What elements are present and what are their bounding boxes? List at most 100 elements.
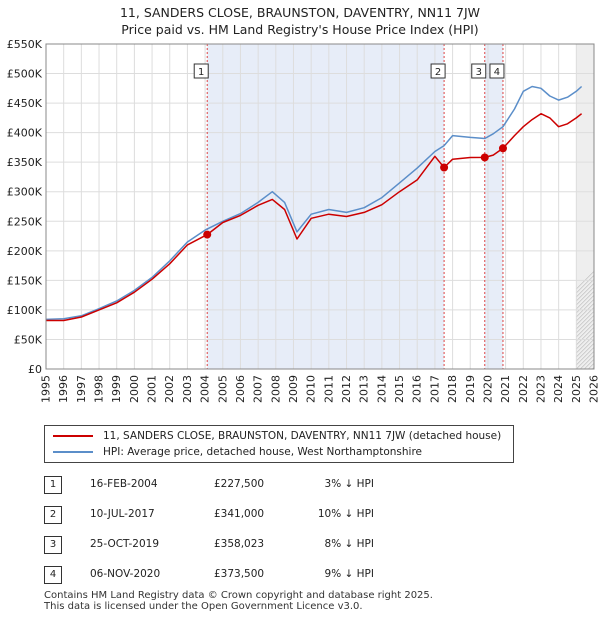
x-tick-label: 1998 <box>93 375 106 403</box>
x-tick-label: 2001 <box>146 375 159 403</box>
legend-swatch-property <box>53 435 93 437</box>
x-tick-label: 2010 <box>305 375 318 403</box>
y-tick-label: £50K <box>14 333 43 346</box>
sale-marker-label: 1 <box>198 67 204 78</box>
chart-title-block: 11, SANDERS CLOSE, BRAUNSTON, DAVENTRY, … <box>0 4 600 38</box>
y-tick-label: £450K <box>7 97 43 110</box>
sale-marker-badge <box>471 63 487 79</box>
sale-number-badge: 4 <box>44 566 62 584</box>
sale-price: £358,023 <box>214 538 265 550</box>
sale-price: £341,000 <box>214 508 265 520</box>
sale-date: 16-FEB-2004 <box>90 478 158 490</box>
x-tick-label: 2020 <box>481 375 494 403</box>
y-tick-label: £100K <box>7 304 43 317</box>
forecast-hatch <box>576 302 594 322</box>
chart-title: 11, SANDERS CLOSE, BRAUNSTON, DAVENTRY, … <box>119 5 481 20</box>
sale-point <box>440 163 449 172</box>
x-tick-label: 2014 <box>375 375 388 403</box>
forecast-hatch <box>596 44 600 369</box>
footer-license: This data is licensed under the Open Gov… <box>44 601 363 612</box>
legend-label-hpi: HPI: Average price, detached house, West… <box>103 446 422 458</box>
legend-item-property: 11, SANDERS CLOSE, BRAUNSTON, DAVENTRY, … <box>53 428 501 444</box>
chart-legend: 11, SANDERS CLOSE, BRAUNSTON, DAVENTRY, … <box>44 425 514 463</box>
sale-price: £227,500 <box>214 478 265 490</box>
sale-hpi-diff: 8% ↓ HPI <box>324 538 374 550</box>
sale-marker-badge <box>489 63 505 79</box>
x-tick-label: 1995 <box>40 375 53 403</box>
x-tick-label: 2015 <box>393 375 406 403</box>
sale-row: 4 06-NOV-2020 £373,500 9% ↓ HPI <box>44 566 564 586</box>
x-tick-label: 1997 <box>75 375 88 403</box>
x-tick-label: 2017 <box>428 375 441 403</box>
legend-label-property: 11, SANDERS CLOSE, BRAUNSTON, DAVENTRY, … <box>103 430 502 442</box>
price-chart: £0 £50K £100K £150K £200K £250K £300K £350K £400… <box>7 38 600 403</box>
y-tick-label: £300K <box>7 186 43 199</box>
y-tick-label: £550K <box>7 38 43 51</box>
sale-hpi-diff: 10% ↓ HPI <box>317 508 374 520</box>
sale-point <box>498 144 507 153</box>
forecast-hatch <box>576 306 594 326</box>
x-tick-label: 2021 <box>499 375 512 403</box>
x-tick-label: 2000 <box>128 375 141 403</box>
sale-marker-label: 2 <box>435 67 441 78</box>
x-tick-label: 2009 <box>287 375 300 403</box>
x-tick-label: 2008 <box>269 375 282 403</box>
x-tick-label: 2019 <box>464 375 477 403</box>
x-tick-label: 2003 <box>181 375 194 403</box>
y-tick-label: £350K <box>7 156 43 169</box>
sale-period-shading <box>484 44 503 369</box>
x-tick-label: 2007 <box>252 375 265 403</box>
y-tick-label: £150K <box>7 274 43 287</box>
sale-number-badge: 1 <box>44 476 62 494</box>
x-tick-label: 2011 <box>322 375 335 403</box>
sale-marker-label: 3 <box>476 67 482 78</box>
sale-hpi-diff: 9% ↓ HPI <box>324 568 374 580</box>
footer-copyright: Contains HM Land Registry data © Crown c… <box>44 590 433 601</box>
sale-point <box>203 230 212 239</box>
forecast-hatch <box>576 298 594 318</box>
sale-row: 1 16-FEB-2004 £227,500 3% ↓ HPI <box>44 476 564 496</box>
sale-date: 06-NOV-2020 <box>90 568 161 580</box>
y-tick-label: £250K <box>7 215 43 228</box>
sale-point <box>480 153 489 162</box>
property-series-line <box>46 112 583 322</box>
sale-marker-badge <box>430 63 446 79</box>
sale-period-shading <box>207 44 445 369</box>
chart-subtitle: Price paid vs. HM Land Registry's House … <box>121 22 479 37</box>
footer-attribution: Contains HM Land Registry data © Crown c… <box>44 590 433 612</box>
x-tick-label: 2018 <box>446 375 459 403</box>
x-tick-label: 2023 <box>534 375 547 403</box>
x-tick-label: 2026 <box>588 375 600 403</box>
x-tick-label: 2013 <box>358 375 371 403</box>
plot-border <box>45 43 595 370</box>
sale-marker-label: 4 <box>494 67 500 78</box>
sale-row: 3 25-OCT-2019 £358,023 8% ↓ HPI <box>44 536 564 556</box>
sale-number-badge: 3 <box>44 536 62 554</box>
sale-price: £373,500 <box>214 568 265 580</box>
sale-marker-badge <box>193 63 209 79</box>
x-tick-label: 1996 <box>57 375 70 403</box>
x-tick-label: 2025 <box>570 375 583 403</box>
x-tick-label: 2002 <box>163 375 176 403</box>
legend-item-hpi: HPI: Average price, detached house, West… <box>53 444 422 460</box>
y-tick-label: £0 <box>28 363 42 376</box>
hpi-series-line <box>45 85 583 321</box>
sale-hpi-diff: 3% ↓ HPI <box>324 478 374 490</box>
x-tick-label: 2012 <box>340 375 353 403</box>
x-tick-label: 1999 <box>110 375 123 403</box>
x-tick-label: 2005 <box>216 375 229 403</box>
y-tick-label: £400K <box>7 127 43 140</box>
x-tick-label: 2022 <box>517 375 530 403</box>
sale-date: 25-OCT-2019 <box>90 538 159 550</box>
legend-swatch-hpi <box>53 451 93 453</box>
y-tick-label: £200K <box>7 245 43 258</box>
sale-row: 2 10-JUL-2017 £341,000 10% ↓ HPI <box>44 506 564 526</box>
x-tick-label: 2006 <box>234 375 247 403</box>
y-tick-label: £500K <box>7 68 43 81</box>
x-tick-label: 2024 <box>552 375 565 403</box>
sale-number-badge: 2 <box>44 506 62 524</box>
x-tick-label: 2004 <box>199 375 212 403</box>
forecast-hatch <box>576 310 594 330</box>
x-tick-label: 2016 <box>411 375 424 403</box>
sale-date: 10-JUL-2017 <box>90 508 155 520</box>
